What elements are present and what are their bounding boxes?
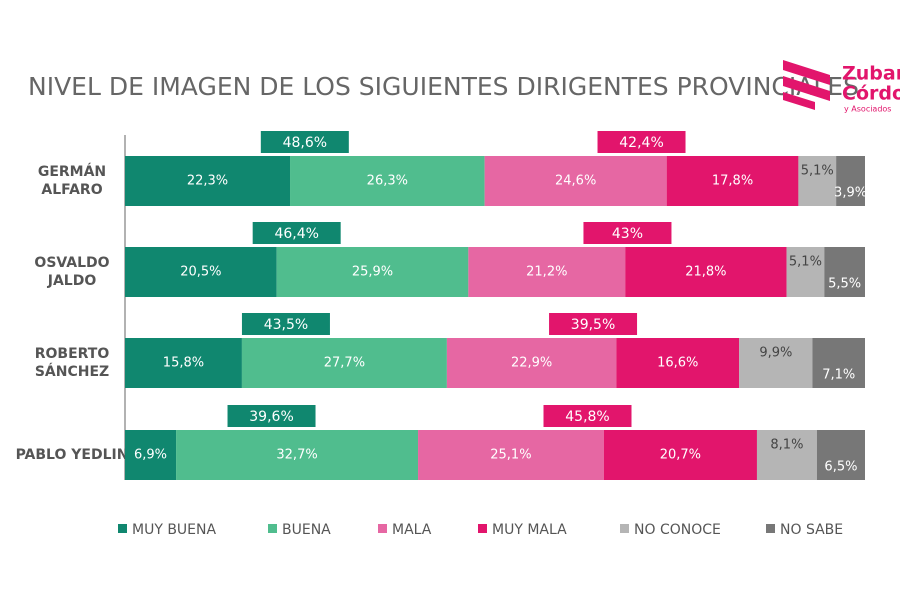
bar-segment [739, 338, 813, 388]
bar-segment [290, 156, 485, 206]
total-label: 43,5% [264, 317, 308, 333]
bar-segment [616, 338, 740, 388]
bar-segment [176, 430, 419, 480]
bar-segment [125, 430, 177, 480]
legend-label: MUY BUENA [132, 522, 216, 538]
data-label: 3,9% [834, 186, 867, 201]
bar-segment [125, 247, 277, 297]
logo-text: y Asociados [844, 105, 891, 114]
bar-segment [756, 430, 817, 480]
data-label: 17,8% [712, 174, 753, 189]
bar-segment [418, 430, 604, 480]
category-label: ROBERTO SÁNCHEZ [35, 346, 110, 380]
logo-text: Zuban [842, 63, 900, 85]
data-label: 26,3% [367, 174, 408, 189]
legend-swatch [378, 524, 387, 533]
legend-label: BUENA [282, 522, 331, 538]
total-label: 48,6% [283, 135, 327, 151]
data-label: 25,9% [352, 265, 393, 280]
total-box [227, 405, 316, 427]
data-label: 16,6% [657, 356, 698, 371]
data-label: 9,9% [759, 346, 792, 361]
bar-segment [125, 338, 242, 388]
data-label: 8,1% [770, 438, 803, 453]
data-label: 24,6% [555, 174, 596, 189]
data-label: 5,1% [789, 255, 822, 270]
data-label: 6,5% [824, 460, 857, 475]
total-label: 46,4% [274, 226, 318, 242]
legend-swatch [766, 524, 775, 533]
bar-segment [824, 247, 865, 297]
total-label: 39,6% [249, 409, 293, 425]
bar-segment [666, 156, 799, 206]
data-label: 6,9% [134, 448, 167, 463]
category-label: GERMÁN ALFARO [38, 163, 106, 198]
legend-swatch [118, 524, 127, 533]
data-label: 5,1% [801, 164, 834, 179]
data-label: 20,5% [180, 265, 221, 280]
bar-segment [241, 338, 447, 388]
data-label: 32,7% [276, 448, 317, 463]
data-label: 22,9% [511, 356, 552, 371]
total-box [583, 222, 672, 244]
bar-segment [603, 430, 757, 480]
legend-label: MUY MALA [492, 522, 567, 538]
logo-mark [783, 60, 830, 110]
data-label: 7,1% [822, 368, 855, 383]
data-label: 15,8% [163, 356, 204, 371]
bar-segment [816, 430, 865, 480]
bar-segment [812, 338, 865, 388]
total-box [597, 131, 686, 153]
bar-segment [276, 247, 469, 297]
chart-title: NIVEL DE IMAGEN DE LOS SIGUIENTES DIRIGE… [28, 72, 859, 101]
legend-swatch [620, 524, 629, 533]
bar-segment [484, 156, 667, 206]
legend-swatch [268, 524, 277, 533]
total-box [549, 313, 638, 335]
data-label: 22,3% [187, 174, 228, 189]
data-label: 20,7% [660, 448, 701, 463]
bar-segment [625, 247, 787, 297]
category-label: PABLO YEDLIN [16, 447, 129, 463]
legend-label: NO CONOCE [634, 522, 721, 538]
total-box [260, 131, 349, 153]
bar-segment [446, 338, 617, 388]
data-label: 27,7% [324, 356, 365, 371]
category-label: OSVALDO JALDO [34, 255, 109, 289]
total-label: 39,5% [571, 317, 615, 333]
legend-label: MALA [392, 522, 432, 538]
bar-segment [468, 247, 626, 297]
total-label: 43% [612, 226, 643, 242]
data-label: 21,2% [526, 265, 567, 280]
bar-segment [786, 247, 825, 297]
data-label: 21,8% [685, 265, 726, 280]
logo-text: Córdoba [842, 83, 900, 105]
total-label: 42,4% [619, 135, 663, 151]
legend-label: NO SABE [780, 522, 843, 538]
bar-segment [125, 156, 291, 206]
data-label: 5,5% [828, 277, 861, 292]
total-label: 45,8% [565, 409, 609, 425]
data-label: 25,1% [490, 448, 531, 463]
total-box [252, 222, 341, 244]
total-box [543, 405, 632, 427]
total-box [241, 313, 330, 335]
bar-segment [798, 156, 837, 206]
bar-segment [836, 156, 865, 206]
legend-swatch [478, 524, 487, 533]
logo: Zuban Córdoba y Asociados [783, 60, 900, 114]
